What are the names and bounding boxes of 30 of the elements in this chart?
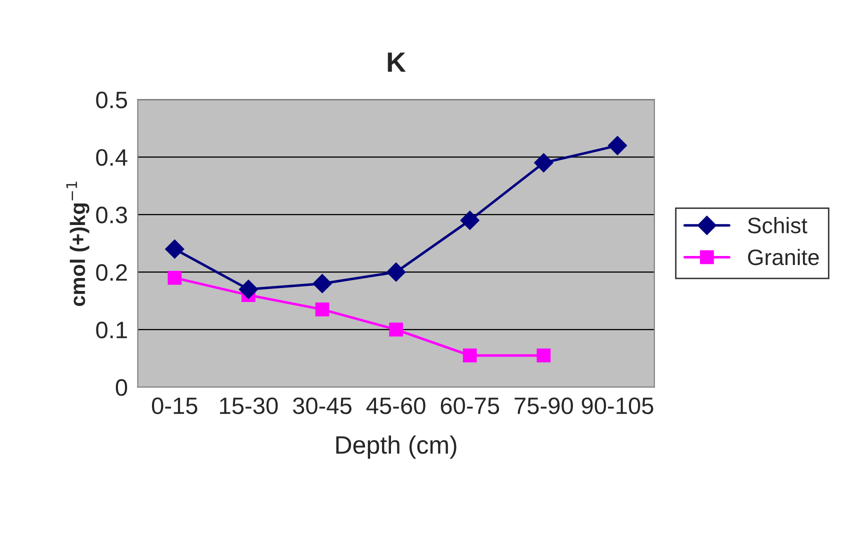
chart-title: K: [388, 52, 406, 72]
x-tick-label: 15-30: [220, 397, 278, 414]
point: [536, 348, 551, 362]
x-tick-label: 75-90: [514, 397, 573, 414]
point: [460, 210, 480, 230]
point: [165, 240, 184, 259]
x-tick-label: 90-105: [582, 397, 654, 414]
x-tick-label: 30-45: [292, 397, 352, 414]
y-tick-label: 0.1: [96, 322, 127, 338]
y-tick-label: 0.5: [96, 92, 128, 108]
point: [168, 270, 182, 285]
point: [312, 274, 332, 294]
x-tick-label: 45-60: [366, 397, 426, 414]
y-tick-label: 0.4: [96, 149, 128, 166]
y-tick-label: 0: [116, 379, 128, 396]
point: [389, 322, 404, 337]
y-axis-title: cmol (+)kg$^{−1}$: [66, 182, 90, 306]
point: [462, 348, 477, 362]
point: [315, 302, 330, 316]
point: [534, 153, 554, 172]
x-axis-title: Depth (cm): [336, 436, 456, 459]
legend-label: Schist: [748, 217, 808, 234]
y-tick-label: 0.2: [96, 264, 127, 281]
point: [608, 136, 627, 156]
point: [386, 262, 406, 282]
point: [238, 280, 258, 299]
x-tick-label: 0-15: [152, 397, 198, 414]
y-tick-label: 0.3: [96, 206, 128, 224]
x-tick-label: 60-75: [440, 397, 500, 414]
legend-label: Granite: [748, 248, 819, 266]
